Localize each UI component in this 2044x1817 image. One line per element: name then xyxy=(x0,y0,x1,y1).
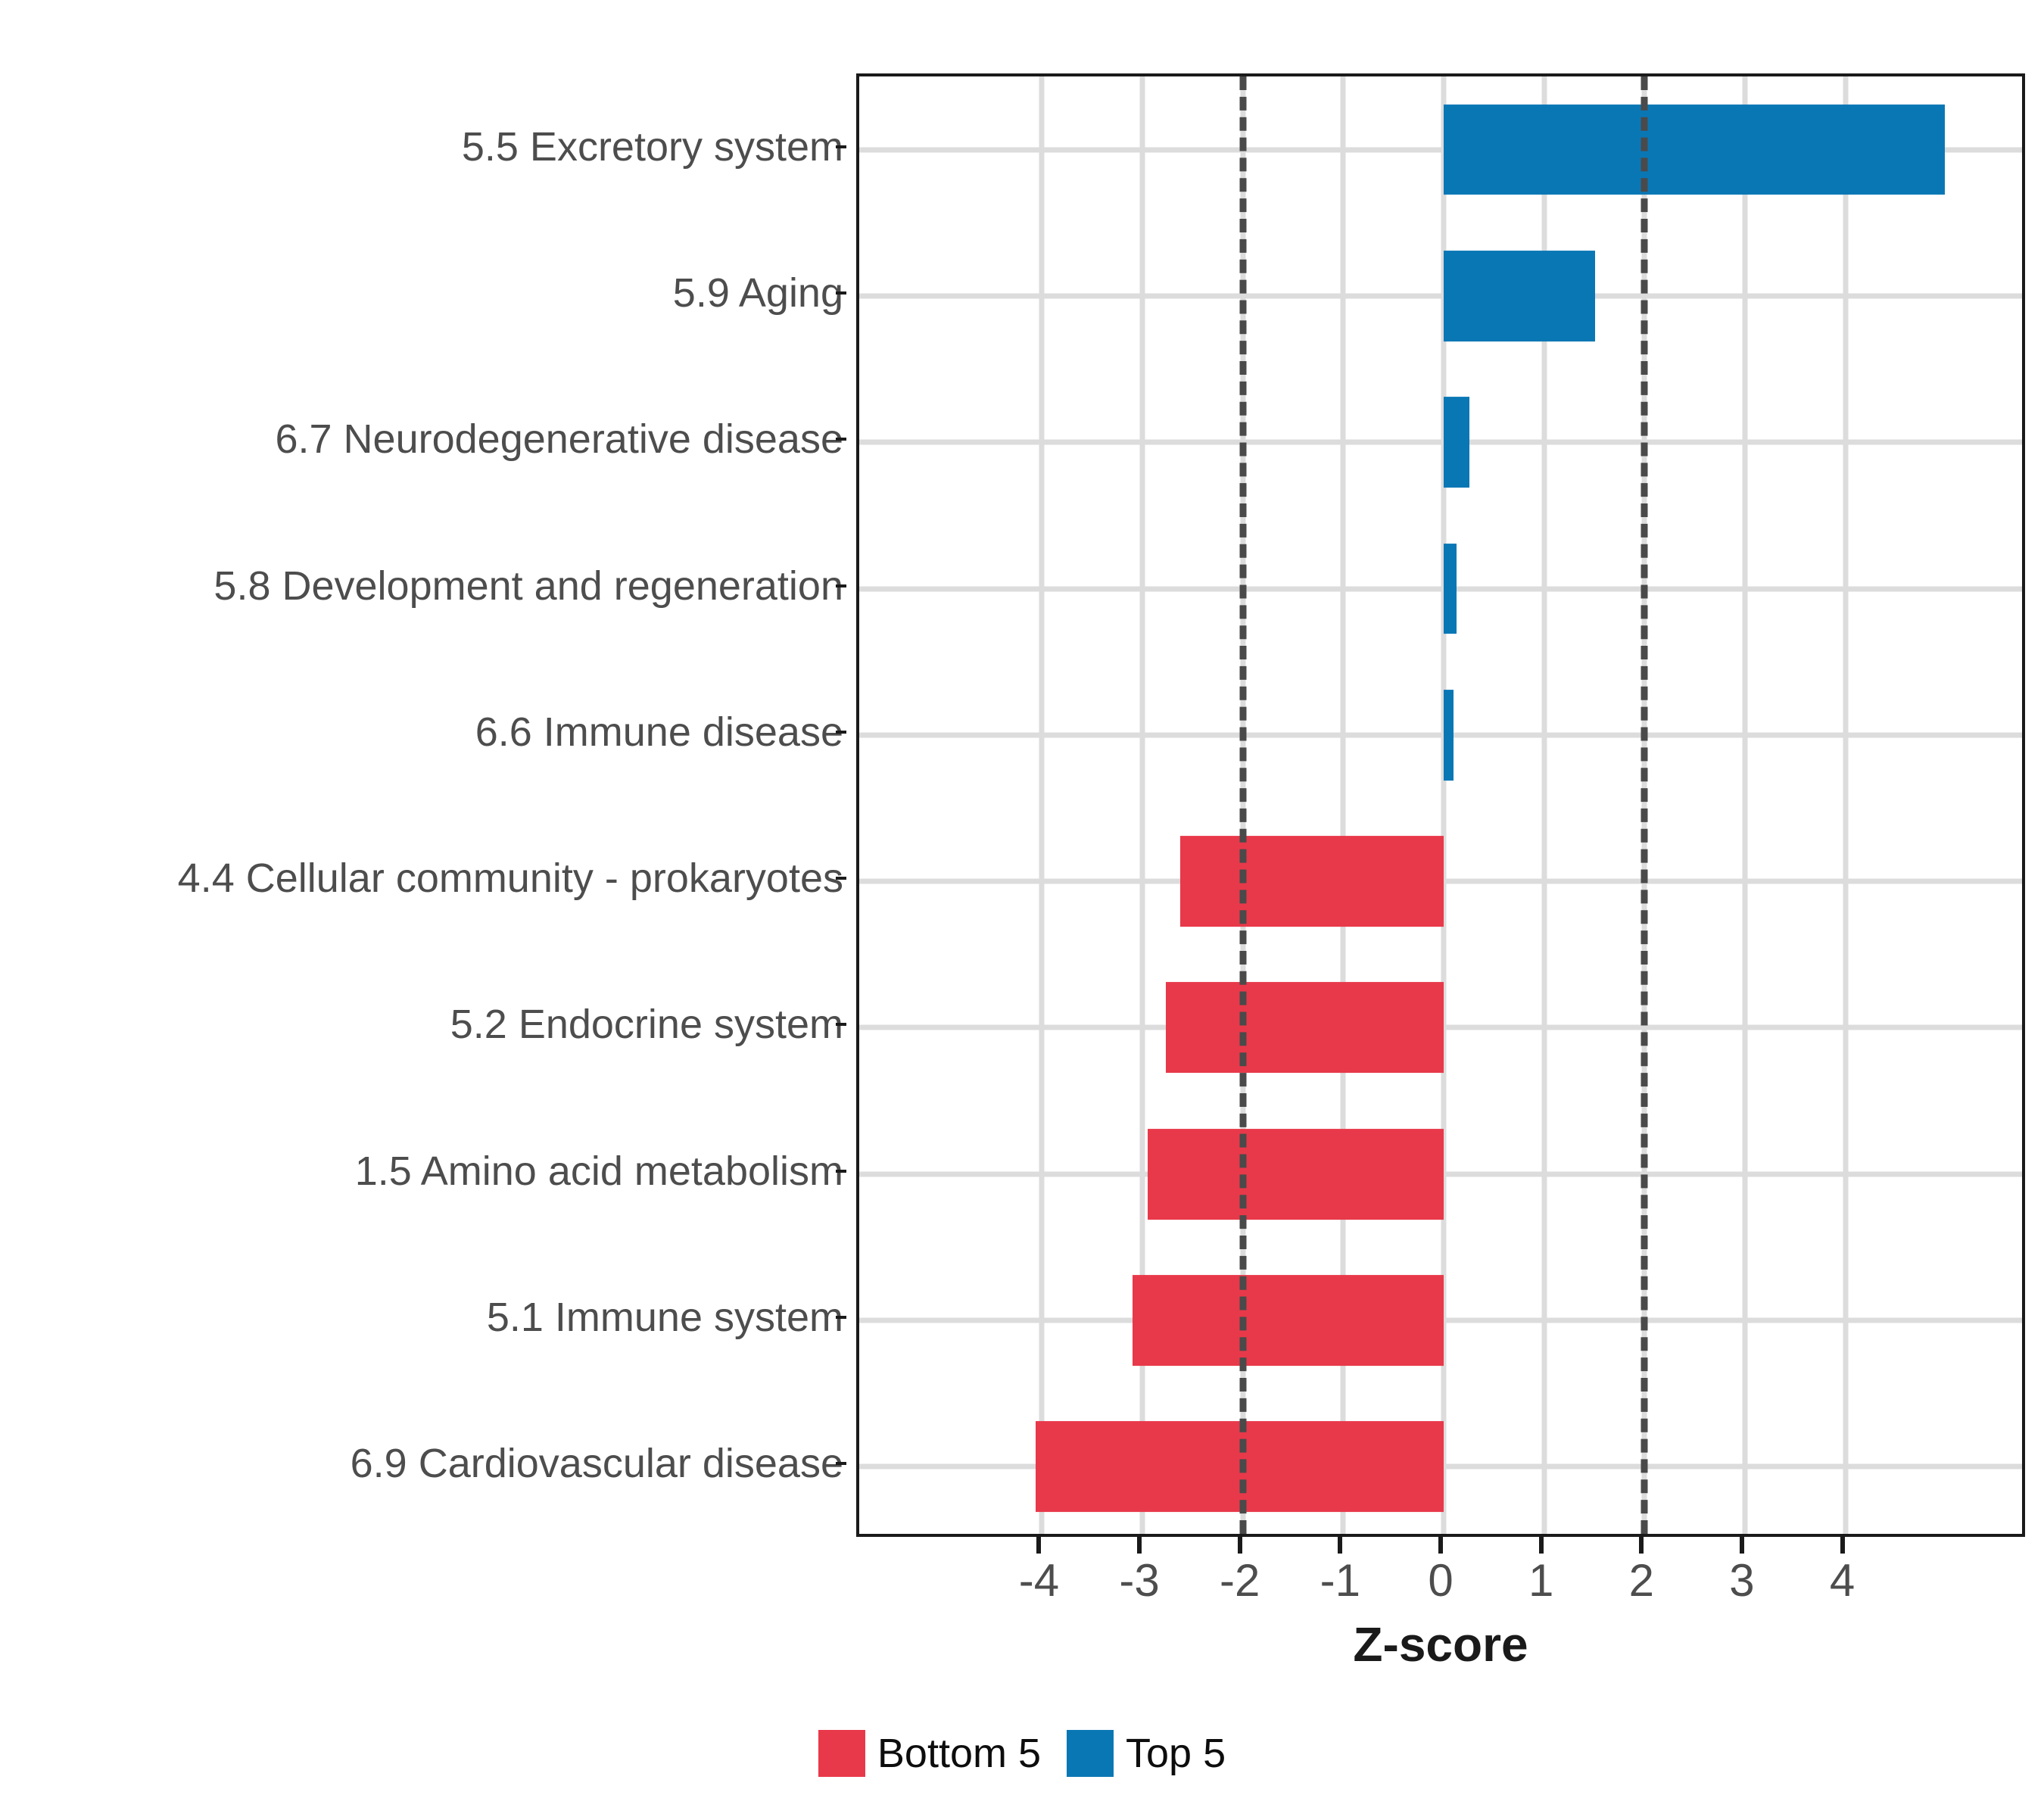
x-axis-tick-mark xyxy=(1438,1537,1443,1554)
y-axis-tick-mark xyxy=(836,1462,846,1466)
bar xyxy=(1147,1128,1444,1220)
y-gridline xyxy=(859,439,2022,445)
bar xyxy=(1444,251,1596,341)
x-axis-tick-label: 3 xyxy=(1729,1555,1755,1606)
x-axis-tick-label: -1 xyxy=(1320,1555,1361,1606)
legend-entry: Bottom 5 xyxy=(818,1730,1041,1777)
x-axis-tick-mark xyxy=(1137,1537,1142,1554)
y-axis-tick-mark xyxy=(836,438,846,441)
x-axis-tick-mark xyxy=(1739,1537,1744,1554)
y-axis-tick-label: 5.9 Aging xyxy=(672,270,843,316)
chart-legend: Bottom 5 Top 5 xyxy=(0,1730,2044,1777)
y-axis-tick-label: 1.5 Amino acid metabolism xyxy=(354,1148,843,1194)
x-axis-tick-label: 0 xyxy=(1428,1555,1454,1606)
x-axis-tick-mark xyxy=(1538,1537,1544,1554)
legend-entry: Top 5 xyxy=(1067,1730,1226,1777)
x-gridline xyxy=(1541,76,1547,1534)
x-gridline xyxy=(1441,76,1447,1534)
y-axis-tick-label: 6.9 Cardiovascular disease xyxy=(350,1441,843,1487)
legend-label: Bottom 5 xyxy=(877,1731,1041,1776)
x-axis-tick-mark xyxy=(1840,1537,1845,1554)
x-gridline xyxy=(1742,76,1748,1534)
x-axis-tick-label: 4 xyxy=(1829,1555,1855,1606)
x-axis-tick-label: -3 xyxy=(1119,1555,1160,1606)
x-gridline xyxy=(1340,76,1346,1534)
x-axis-tick-label: -2 xyxy=(1220,1555,1260,1606)
bar xyxy=(1444,689,1454,781)
x-axis-tick-label: 2 xyxy=(1628,1555,1654,1606)
bar xyxy=(1444,543,1457,634)
y-gridline xyxy=(859,147,2022,153)
legend-color-swatch xyxy=(818,1730,865,1777)
x-gridline xyxy=(1139,76,1145,1534)
y-axis-tick-mark xyxy=(836,584,846,587)
x-axis-tick-label: 1 xyxy=(1528,1555,1554,1606)
bar xyxy=(1180,836,1444,927)
x-axis-tick-mark xyxy=(1036,1537,1042,1554)
y-axis-tick-mark xyxy=(836,1316,846,1320)
x-gridline xyxy=(1843,76,1849,1534)
y-axis-tick-mark xyxy=(836,145,846,148)
y-axis-tick-mark xyxy=(836,291,846,295)
x-axis-tick-label: -4 xyxy=(1018,1555,1060,1606)
y-axis-tick-mark xyxy=(836,1169,846,1173)
y-axis-labels: 5.5 Excretory system 5.9 Aging 6.7 Neurode… xyxy=(0,73,846,1537)
y-axis-tick-label: 5.8 Development and regeneration xyxy=(213,563,843,609)
y-axis-tick-mark xyxy=(836,730,846,734)
y-axis-tick-mark xyxy=(836,1023,846,1027)
bar xyxy=(1132,1275,1444,1366)
x-axis-tick-mark xyxy=(1338,1537,1343,1554)
y-gridline xyxy=(859,732,2022,738)
y-axis-tick-label: 6.7 Neurodegenerative disease xyxy=(275,416,843,463)
plot-panel xyxy=(856,73,2025,1537)
y-axis-tick-mark xyxy=(836,877,846,880)
x-axis: -4 -3 -2 -1 0 1 2 3 4 xyxy=(856,1537,2025,1635)
y-gridline xyxy=(859,586,2022,592)
bar xyxy=(1444,104,1945,195)
reference-line xyxy=(1239,76,1247,1534)
y-axis-tick-label: 4.4 Cellular community - prokaryotes xyxy=(177,856,843,902)
x-gridline xyxy=(1039,76,1045,1534)
x-axis-tick-mark xyxy=(1639,1537,1644,1554)
reference-line xyxy=(1640,76,1648,1534)
y-axis-tick-label: 6.6 Immune disease xyxy=(475,709,843,755)
y-axis-tick-label: 5.1 Immune system xyxy=(486,1295,843,1341)
y-axis-tick-label: 5.5 Excretory system xyxy=(461,123,843,170)
x-axis-tick-mark xyxy=(1237,1537,1242,1554)
x-axis-title: Z-score xyxy=(1353,1617,1528,1672)
bar xyxy=(1444,397,1470,488)
bar xyxy=(1165,982,1444,1074)
y-axis-tick-label: 5.2 Endocrine system xyxy=(450,1002,843,1048)
legend-label: Top 5 xyxy=(1126,1731,1226,1776)
y-gridline xyxy=(859,293,2022,299)
legend-color-swatch xyxy=(1067,1730,1114,1777)
